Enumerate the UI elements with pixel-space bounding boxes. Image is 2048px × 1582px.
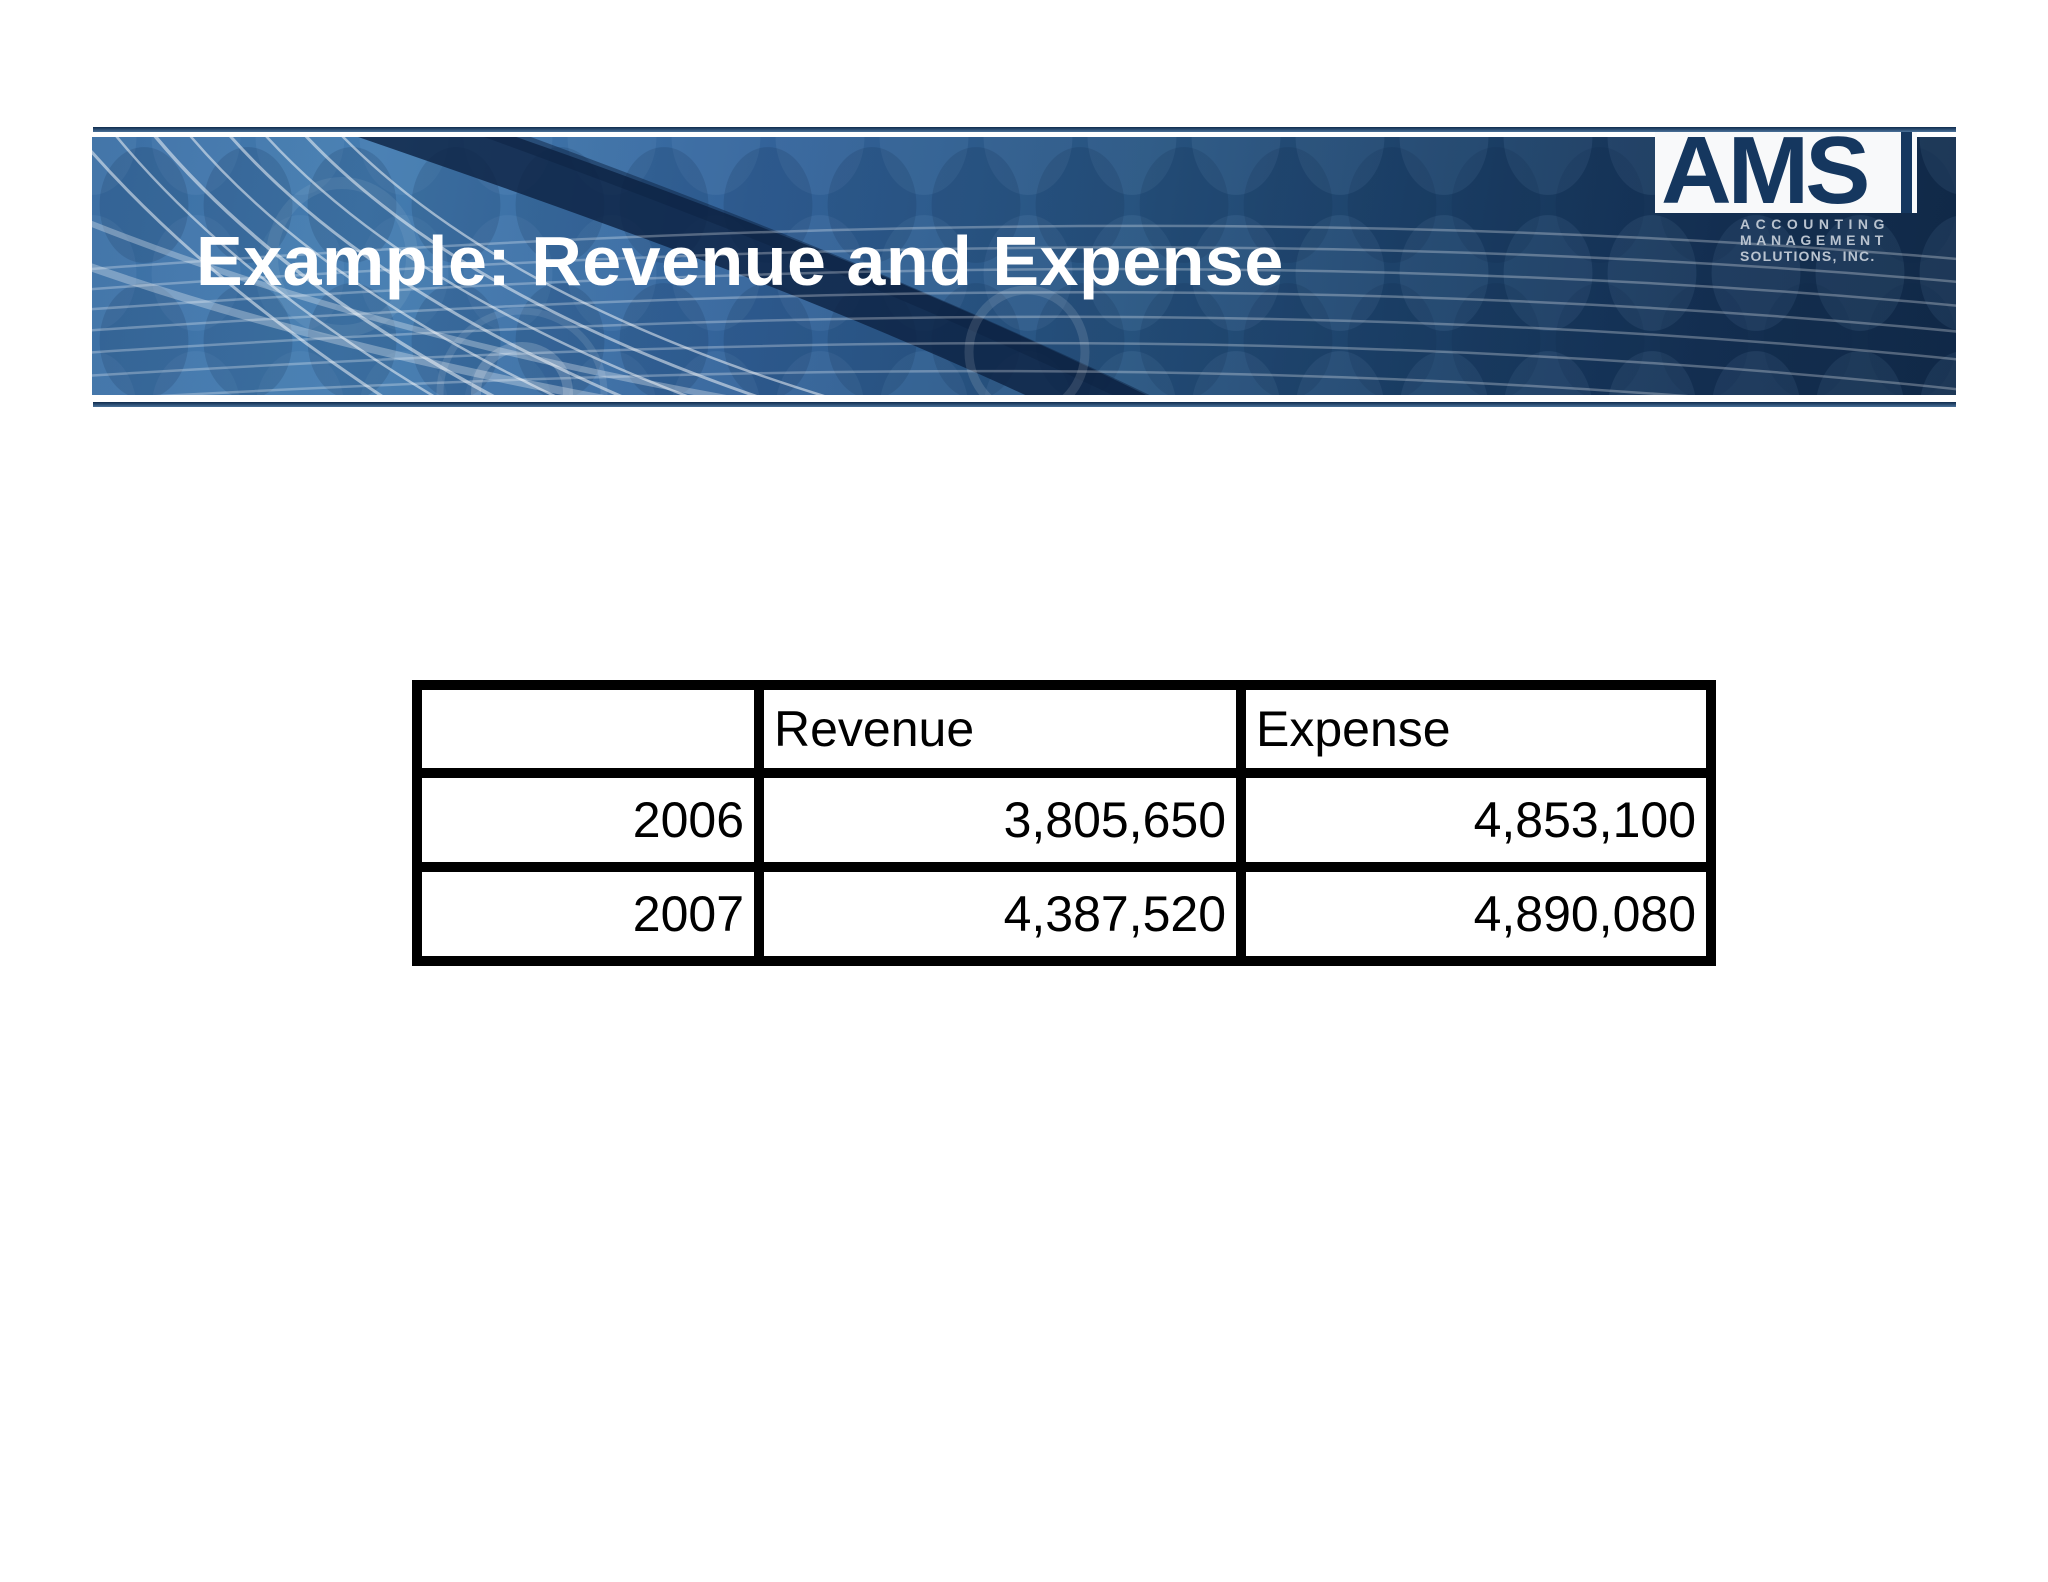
logo-subtext-line2: MANAGEMENT bbox=[1740, 232, 1888, 248]
table-header-row: Revenue Expense bbox=[412, 680, 1716, 778]
banner-artwork bbox=[92, 137, 1956, 395]
top-accent-rule bbox=[93, 127, 1956, 132]
logo-acronym-text: AMS bbox=[1661, 132, 1870, 213]
year-cell: 2006 bbox=[412, 768, 764, 872]
revenue-cell: 4,387,520 bbox=[754, 862, 1246, 966]
logo-subtext-line3: SOLUTIONS, INC. bbox=[1740, 248, 1876, 264]
logo-subtext: ACCOUNTING MANAGEMENT SOLUTIONS, INC. bbox=[1740, 216, 1916, 264]
revenue-cell: 3,805,650 bbox=[754, 768, 1246, 872]
header-banner: Example: Revenue and Expense bbox=[92, 137, 1956, 395]
table-row-2007: 2007 4,387,520 4,890,080 bbox=[412, 862, 1716, 966]
year-cell: 2007 bbox=[412, 862, 764, 966]
company-logo: AMS bbox=[1655, 132, 1917, 213]
header-cell-revenue: Revenue bbox=[754, 680, 1246, 778]
header-cell-blank bbox=[412, 680, 764, 778]
bottom-accent-rule bbox=[93, 402, 1956, 407]
logo-vertical-bar bbox=[1901, 132, 1912, 213]
page-title: Example: Revenue and Expense bbox=[196, 222, 1284, 300]
revenue-expense-table: Revenue Expense 2006 3,805,650 4,853,100… bbox=[412, 680, 1716, 966]
table-row-2006: 2006 3,805,650 4,853,100 bbox=[412, 768, 1716, 872]
logo-subtext-line1: ACCOUNTING bbox=[1740, 216, 1890, 232]
expense-cell: 4,853,100 bbox=[1236, 768, 1716, 872]
expense-cell: 4,890,080 bbox=[1236, 862, 1716, 966]
header-cell-expense: Expense bbox=[1236, 680, 1716, 778]
